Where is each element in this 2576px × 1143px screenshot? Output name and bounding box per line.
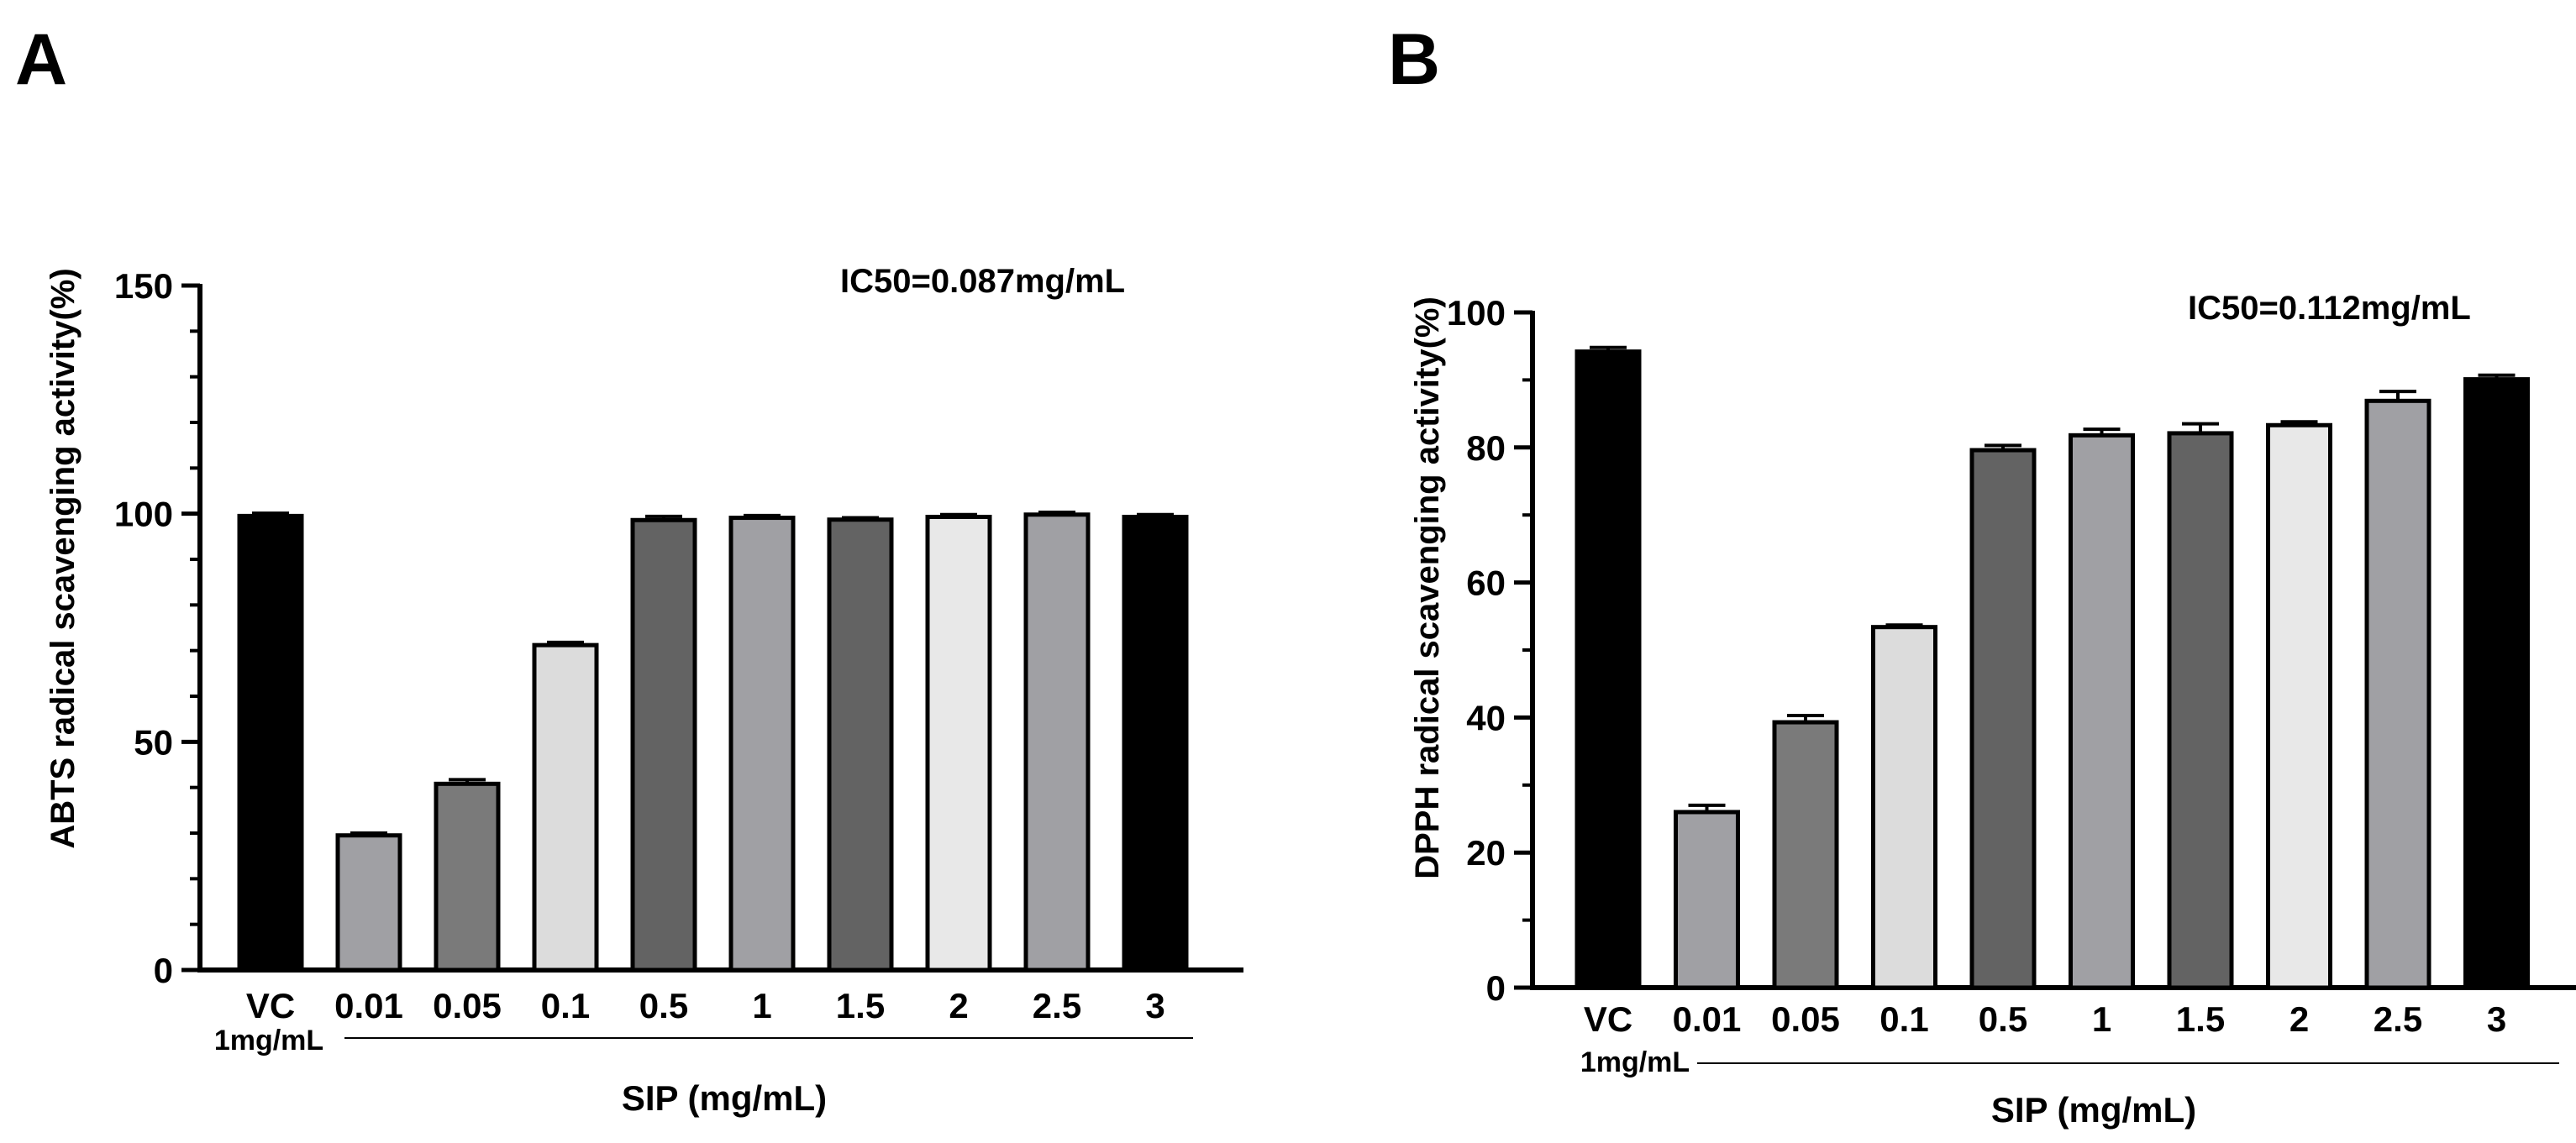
panel-a-x-tick-label: 0.1 <box>541 986 590 1025</box>
panel-a-x-tick-label: 0.05 <box>433 986 502 1025</box>
panel-a-x-tick-label: 1 <box>752 986 771 1025</box>
panel-a-y-tick-label: 150 <box>114 266 173 306</box>
panel-a-x-tick-label: 0.5 <box>639 986 688 1025</box>
panel-b-bar <box>2167 431 2234 990</box>
panel-b-letter: B <box>1388 19 1440 100</box>
panel-b-x-tick-label: 0.05 <box>1771 999 1840 1039</box>
panel-b-x-tick-label: 0.1 <box>1879 999 1928 1039</box>
panel-a-x-axis-title: SIP (mg/mL) <box>622 1078 827 1118</box>
panel-a-bar <box>630 517 697 973</box>
panel-a-letter: A <box>15 19 67 100</box>
panel-a-y-axis-title: ABTS radical scavenging activity(%) <box>45 268 81 848</box>
panel-a-bar <box>1023 512 1091 973</box>
panel-a-bar <box>335 833 402 973</box>
panel-b-ic50-annotation: IC50=0.112mg/mL <box>2188 290 2471 327</box>
panel-a-x-tick-label: 2.5 <box>1033 986 1081 1025</box>
panel-a-bar <box>237 513 304 973</box>
panel-a: A ABTS radical scavenging activity(%) IC… <box>15 19 1243 1118</box>
panel-b-y-tick-label: 100 <box>1447 293 1506 333</box>
panel-a-y-tick-label: 50 <box>134 722 173 762</box>
panel-b-bar <box>2266 422 2332 990</box>
panel-b-x-tick-label: 2 <box>2289 999 2309 1039</box>
panel-b-x-tick-label: 2.5 <box>2374 999 2422 1039</box>
panel-b-vc-sublabel: 1mg/mL <box>1580 1046 1690 1078</box>
panel-a-x-tick-label: 1.5 <box>836 986 885 1025</box>
panel-a-x-tick-label: 0.01 <box>334 986 403 1025</box>
panel-a-bar <box>827 517 894 973</box>
panel-a-plot: 0 50 100 150 VC 0.01 0.05 0.1 0.5 1 1.5 2 2.5 3 <box>114 266 1243 1025</box>
panel-b-x-tick-label: 3 <box>2487 999 2506 1039</box>
panel-a-ic50-annotation: IC50=0.087mg/mL <box>840 263 1125 300</box>
panel-b-x-tick-label: VC <box>1584 999 1632 1039</box>
panel-b-bar <box>2364 398 2431 990</box>
panel-b-y-tick-label: 40 <box>1466 698 1506 737</box>
panel-a-bar <box>925 514 992 973</box>
panel-b-x-axis-title: SIP (mg/mL) <box>1991 1090 2196 1130</box>
panel-b-plot: 0 20 40 60 80 100 VC 0.01 0.05 0.1 0.5 1 1.5 2 2.5 3 <box>1447 293 2576 1039</box>
panel-a-bar <box>532 642 599 973</box>
panel-b-bar <box>1871 625 1937 990</box>
panel-b-y-tick-label: 20 <box>1466 833 1506 873</box>
panel-a-bar <box>728 516 796 973</box>
panel-b: B DPPH radical scavenging activity(%) IC… <box>1388 19 2576 1130</box>
panel-a-vc-sublabel: 1mg/mL <box>214 1025 323 1056</box>
panel-a-bar <box>434 781 501 973</box>
panel-b-x-tick-label: 1.5 <box>2176 999 2225 1039</box>
panel-b-x-tick-label: 0.01 <box>1673 999 1742 1039</box>
panel-b-bar <box>1772 720 1839 990</box>
panel-b-y-tick-label: 0 <box>1486 968 1506 1008</box>
panel-b-y-tick-label: 60 <box>1466 564 1506 603</box>
panel-b-bar <box>2069 433 2135 990</box>
panel-a-y-tick-label: 0 <box>154 951 173 990</box>
panel-b-bar <box>2463 377 2530 990</box>
panel-b-bar <box>1969 448 2037 990</box>
panel-b-bar <box>1575 349 1642 990</box>
panel-b-x-tick-label: 1 <box>2092 999 2111 1039</box>
panel-a-bar <box>1122 514 1189 973</box>
panel-b-x-tick-label: 0.5 <box>1979 999 2027 1039</box>
panel-a-x-tick-label: 2 <box>949 986 968 1025</box>
panel-a-x-tick-label: VC <box>246 986 295 1025</box>
panel-a-y-tick-label: 100 <box>114 495 173 534</box>
panel-b-bar <box>1674 810 1740 990</box>
panel-a-x-tick-label: 3 <box>1145 986 1164 1025</box>
panel-b-y-axis-title: DPPH radical scavenging activity(%) <box>1409 296 1446 879</box>
panel-b-y-tick-label: 80 <box>1466 428 1506 468</box>
